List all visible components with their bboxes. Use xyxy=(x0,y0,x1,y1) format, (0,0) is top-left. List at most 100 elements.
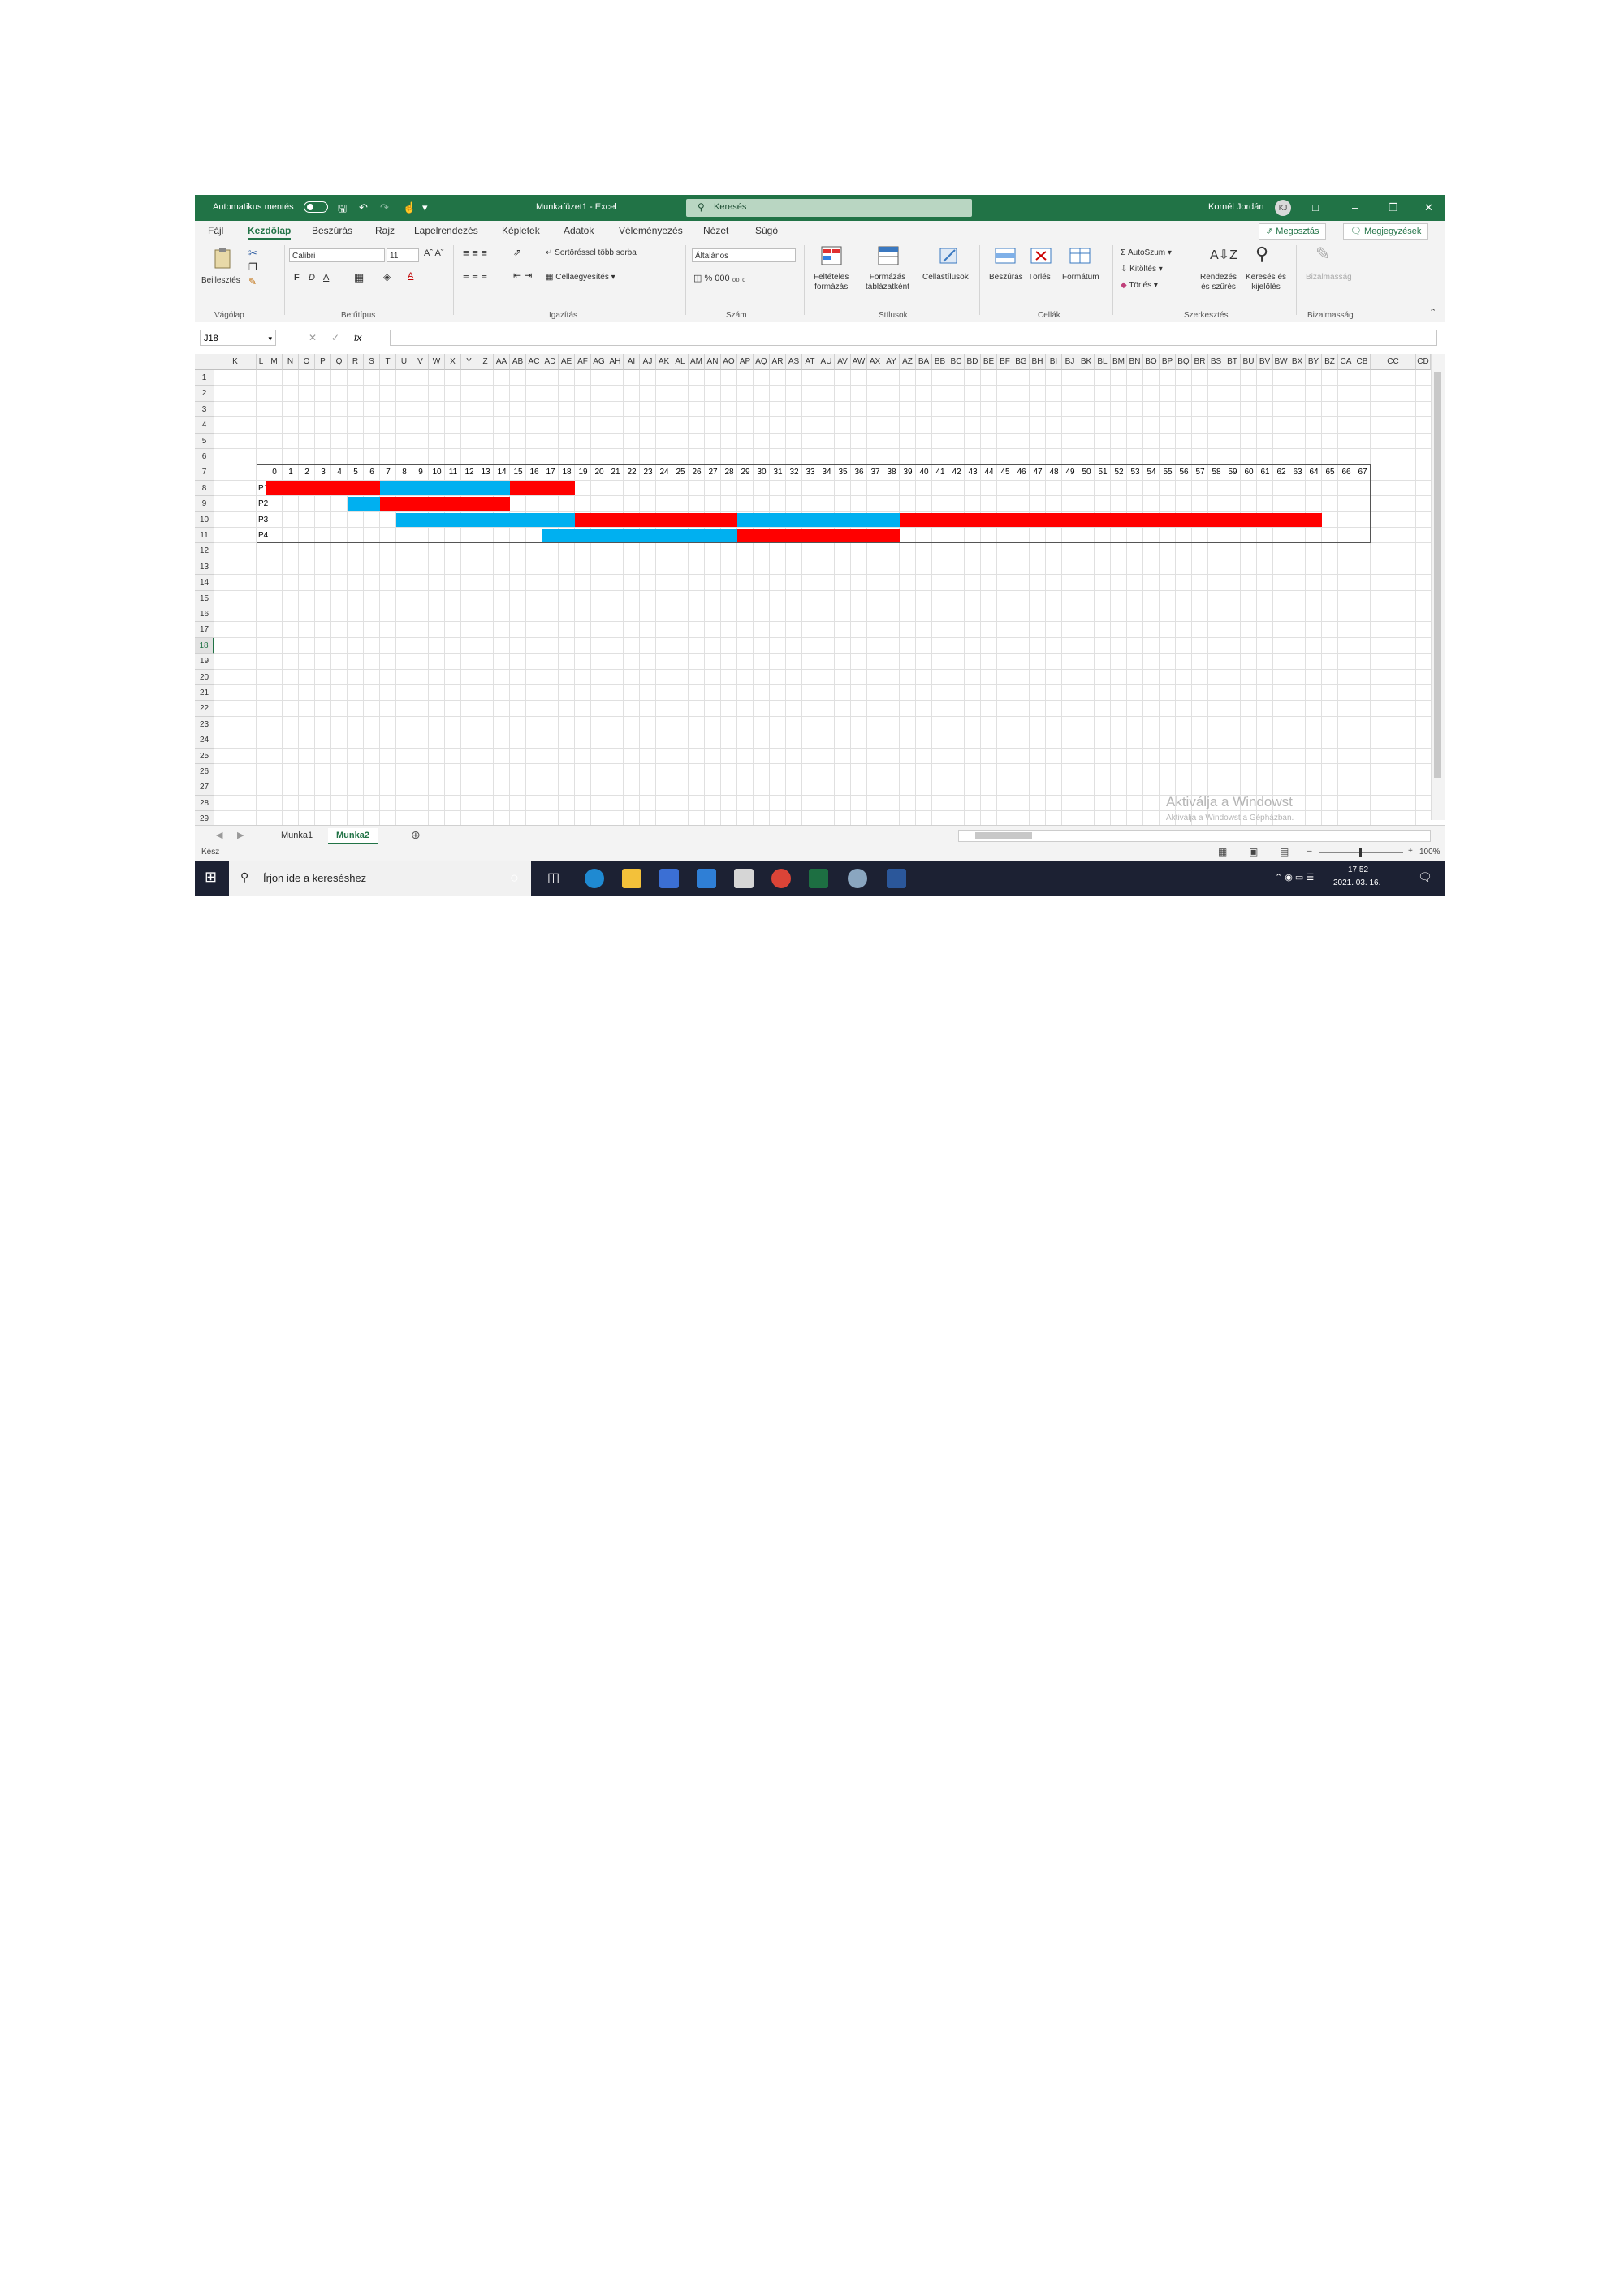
column-header[interactable]: AX xyxy=(867,354,883,370)
fill-button[interactable]: ⇩ Kitöltés ▾ xyxy=(1121,265,1163,274)
align-top-icon[interactable]: ≡ ≡ ≡ xyxy=(463,247,487,259)
column-header[interactable]: BP xyxy=(1160,354,1176,370)
column-header[interactable]: O xyxy=(299,354,315,370)
format-table-icon[interactable] xyxy=(877,245,900,266)
row-header[interactable]: 19 xyxy=(195,654,214,670)
column-header[interactable]: X xyxy=(445,354,461,370)
underline-button[interactable]: A xyxy=(323,273,330,283)
row-header[interactable]: 6 xyxy=(195,449,214,465)
row-header[interactable]: 25 xyxy=(195,748,214,764)
font-color-icon[interactable]: A xyxy=(408,271,414,281)
insert-cells-button[interactable]: Beszúrás xyxy=(989,273,1023,282)
merge-cells-button[interactable]: ▦ Cellaegyesítés ▾ xyxy=(546,273,615,282)
column-header[interactable]: AH xyxy=(607,354,624,370)
column-header[interactable]: AI xyxy=(624,354,640,370)
column-header[interactable]: BL xyxy=(1095,354,1111,370)
row-header[interactable]: 21 xyxy=(195,685,214,701)
row-header[interactable]: 28 xyxy=(195,795,214,812)
column-header[interactable]: BE xyxy=(981,354,997,370)
column-header[interactable]: BB xyxy=(932,354,948,370)
column-header[interactable]: BG xyxy=(1013,354,1030,370)
word-icon[interactable] xyxy=(887,869,906,888)
copy-icon[interactable]: ❐ xyxy=(248,261,257,273)
column-header[interactable]: K xyxy=(214,354,257,370)
row-header[interactable]: 7 xyxy=(195,464,214,481)
zoom-out-icon[interactable]: – xyxy=(1307,847,1312,856)
sort-filter-button[interactable]: Rendezés és szűrés xyxy=(1200,273,1237,292)
cut-icon[interactable]: ✂ xyxy=(248,247,257,259)
tab-home[interactable]: Kezdőlap xyxy=(248,225,292,240)
column-header[interactable]: AE xyxy=(559,354,575,370)
row-header[interactable]: 9 xyxy=(195,496,214,512)
row-header[interactable]: 13 xyxy=(195,559,214,576)
column-header[interactable]: CB xyxy=(1354,354,1371,370)
column-header[interactable]: AY xyxy=(883,354,900,370)
user-name[interactable]: Kornél Jordán xyxy=(1208,202,1264,212)
windows-start-icon[interactable]: ⊞ xyxy=(205,869,218,885)
ribbon-display-icon[interactable]: □ xyxy=(1312,201,1319,214)
store-icon[interactable] xyxy=(659,869,679,888)
column-header[interactable]: BS xyxy=(1208,354,1224,370)
row-header[interactable]: 2 xyxy=(195,386,214,402)
restore-icon[interactable]: ❐ xyxy=(1389,201,1398,214)
column-header[interactable]: AK xyxy=(656,354,672,370)
cancel-entry-icon[interactable]: ✕ xyxy=(309,332,317,343)
column-header[interactable]: BW xyxy=(1273,354,1289,370)
column-header[interactable]: R xyxy=(348,354,364,370)
column-header[interactable]: CD xyxy=(1416,354,1431,370)
mail-icon[interactable] xyxy=(697,869,716,888)
row-header[interactable]: 12 xyxy=(195,543,214,559)
column-header[interactable]: CA xyxy=(1338,354,1354,370)
comments-button[interactable]: 🗨 Megjegyzések xyxy=(1343,223,1429,240)
column-header[interactable]: AG xyxy=(591,354,607,370)
column-header[interactable]: BF xyxy=(997,354,1013,370)
fill-color-icon[interactable]: ◈ xyxy=(383,271,391,283)
indent-icon[interactable]: ⇤ ⇥ xyxy=(513,270,533,281)
row-header[interactable]: 3 xyxy=(195,401,214,418)
column-header[interactable]: P xyxy=(315,354,331,370)
zoom-slider-thumb[interactable] xyxy=(1359,848,1362,857)
column-header[interactable]: CC xyxy=(1371,354,1416,370)
vertical-scrollbar[interactable] xyxy=(1431,354,1445,820)
column-header[interactable]: BT xyxy=(1224,354,1241,370)
sort-filter-icon[interactable]: A⇩Z xyxy=(1210,248,1237,262)
column-header[interactable]: AW xyxy=(851,354,867,370)
page-break-view-icon[interactable]: ▤ xyxy=(1280,846,1289,857)
delete-cells-icon[interactable] xyxy=(1030,245,1052,266)
confirm-entry-icon[interactable]: ✓ xyxy=(331,332,340,343)
horizontal-scroll-thumb[interactable] xyxy=(975,832,1032,839)
column-header[interactable]: BQ xyxy=(1176,354,1192,370)
edge-icon[interactable] xyxy=(585,869,604,888)
row-header[interactable]: 11 xyxy=(195,528,214,544)
align-left-icon[interactable]: ≡ ≡ ≡ xyxy=(463,270,487,282)
column-header[interactable]: S xyxy=(364,354,380,370)
paste-label[interactable]: Beillesztés xyxy=(201,276,240,285)
tab-formulas[interactable]: Képletek xyxy=(502,225,540,236)
sheet-tab-munka1[interactable]: Munka1 xyxy=(281,831,313,840)
next-sheet-icon[interactable]: ▶ xyxy=(237,831,244,840)
autosave-toggle[interactable] xyxy=(304,201,328,213)
column-header[interactable]: AF xyxy=(575,354,591,370)
row-header[interactable]: 20 xyxy=(195,669,214,685)
column-header[interactable]: BX xyxy=(1289,354,1306,370)
font-size-combo[interactable]: 11 xyxy=(387,248,419,262)
column-header[interactable]: BO xyxy=(1143,354,1160,370)
column-header[interactable]: BM xyxy=(1111,354,1127,370)
row-header[interactable]: 4 xyxy=(195,417,214,434)
column-header[interactable]: BN xyxy=(1127,354,1143,370)
column-header[interactable]: AJ xyxy=(640,354,656,370)
column-header[interactable]: BD xyxy=(965,354,981,370)
column-header[interactable]: BY xyxy=(1306,354,1322,370)
column-header[interactable]: AA xyxy=(494,354,510,370)
row-header[interactable]: 14 xyxy=(195,575,214,591)
italic-button[interactable]: D xyxy=(309,273,315,283)
column-header[interactable]: AB xyxy=(510,354,526,370)
conditional-format-icon[interactable] xyxy=(820,245,843,266)
format-painter-icon[interactable]: ✎ xyxy=(248,276,257,287)
column-header[interactable]: L xyxy=(257,354,266,370)
column-header[interactable]: AV xyxy=(835,354,851,370)
orientation-icon[interactable]: ⇗ xyxy=(513,247,522,258)
cell-styles-icon[interactable] xyxy=(937,245,960,266)
column-header[interactable]: N xyxy=(283,354,299,370)
notepad-icon[interactable] xyxy=(734,869,754,888)
